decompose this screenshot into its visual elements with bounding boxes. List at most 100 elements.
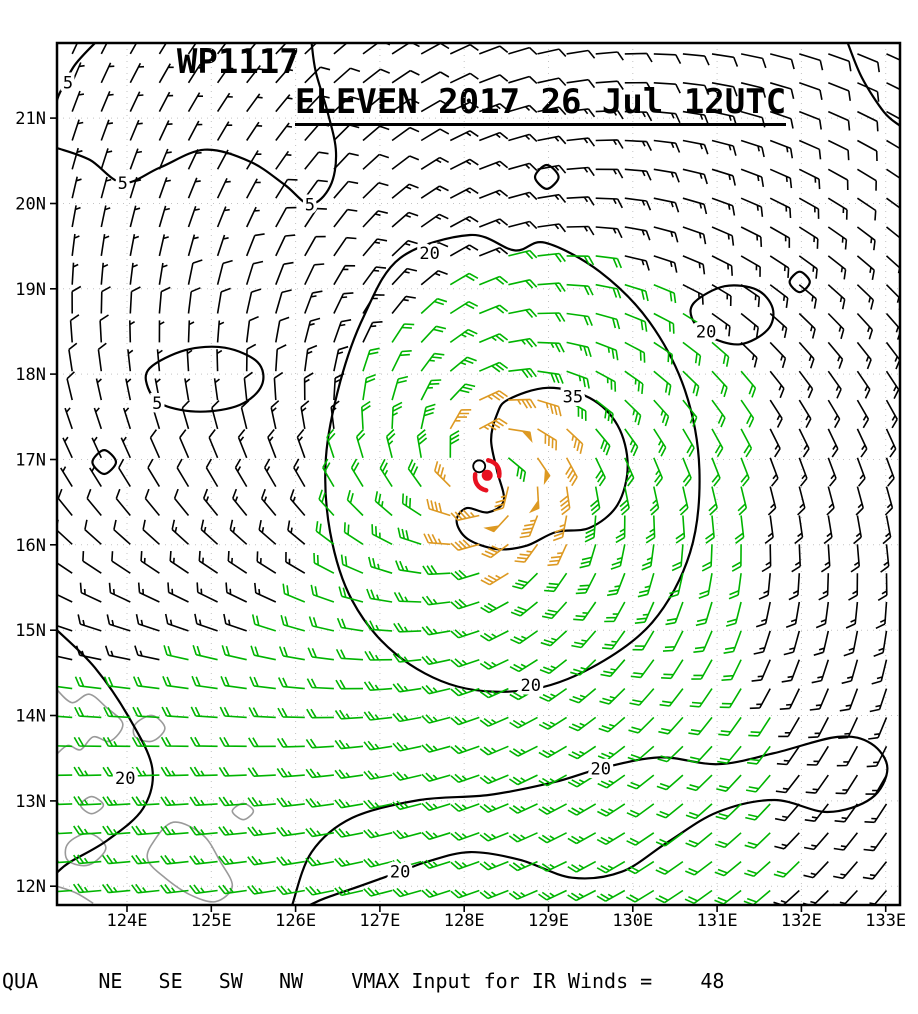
wind-barb [131,796,160,806]
lon-tick-label: 132E [781,911,822,931]
graticule [57,43,900,905]
wind-barb [305,885,335,896]
wind-barb [334,739,364,750]
stats-footer: QUA NE SE SW NW VMAX Input for IR Winds … [2,926,809,1014]
wind-barb [304,207,327,228]
wind-barb [885,428,897,458]
wind-barb [421,655,451,666]
wind-barb [275,316,290,343]
wind-barb [769,139,794,159]
wind-barb [305,856,335,867]
wind-barb [626,803,655,818]
wind-barb [566,137,596,147]
wind-barb [539,659,568,675]
wind-barb [479,45,509,55]
lon-tick-label: 124E [107,911,148,931]
wind-barb [385,428,396,458]
wind-barb [278,646,305,661]
wind-barb [624,168,652,181]
wind-barb [304,151,329,170]
wind-barb [798,399,812,428]
wind-barb [57,519,73,545]
wind-barb [479,687,509,699]
wind-barb [566,196,595,206]
wind-barb [778,716,800,738]
lon-tick-label: 125E [191,911,232,931]
wind-barb [305,768,334,779]
wind-barb [304,43,318,55]
wind-barb [740,110,766,128]
wind-barb [240,400,250,430]
wind-barb [655,889,684,904]
wind-barb [798,197,820,219]
lat-tick-label: 12N [15,877,46,897]
wind-barb [220,675,247,690]
wind-barb [246,43,257,55]
wind-barb [260,488,277,517]
wind-barb [597,803,626,817]
wind-barb [507,457,527,482]
wind-barb [537,399,562,417]
wind-barb [227,550,248,574]
wind-barb [334,798,364,809]
wind-barb [653,82,681,94]
wind-barb [449,101,479,113]
wind-barb [610,544,626,570]
wind-barb [420,403,436,430]
lat-tick-label: 17N [15,451,46,471]
wind-barb [449,272,479,286]
wind-barb [275,344,287,372]
wind-barb [275,206,297,228]
wind-barb [304,235,326,257]
wind-barb [653,139,681,153]
wind-barb [744,832,771,849]
wind-barb [584,515,597,543]
wind-barb [167,582,189,603]
wind-barb [276,797,305,808]
wind-barb [886,168,900,180]
analysis-center-icon [472,459,487,474]
wind-barb [200,519,219,545]
wind-barb [827,284,846,310]
wind-barb [420,99,450,113]
wind-barb [275,65,294,84]
wind-barb [751,659,771,682]
wind-barb [547,543,568,567]
lon-tick-label: 127E [359,911,400,931]
tropical-cyclone-icon [472,458,502,493]
wind-barb [102,737,131,748]
wind-barb [599,688,626,705]
wind-barb [190,706,218,719]
wind-barb [333,208,358,228]
wind-barb [308,616,335,632]
wind-barb [315,521,335,545]
wind-barb [391,350,412,372]
wind-barb [391,401,403,429]
wind-barb [216,121,233,141]
wind-barb [743,889,771,905]
wind-barb [595,255,623,269]
wind-barb [363,887,393,897]
wind-barb [57,829,73,835]
wind-barb [335,648,364,661]
wind-barb [628,716,655,734]
contour-label: 20 [696,323,716,343]
wind-barb [740,197,764,217]
wind-barb [160,854,189,865]
lat-tick-label: 18N [15,365,46,385]
wind-barb [391,239,418,257]
wind-barb [682,197,708,215]
wind-barb [134,645,160,661]
wind-barb [57,562,73,574]
wind-barb [169,550,189,574]
wind-barb [653,399,670,427]
wind-barb [421,684,451,695]
wind-barb [688,716,713,736]
wind-barb [597,745,626,761]
wind-barb [624,197,652,211]
wind-barb [510,630,538,645]
wind-barb [740,284,761,308]
wind-barb [769,168,793,189]
wind-barb [304,263,325,286]
wind-barb [362,153,390,170]
